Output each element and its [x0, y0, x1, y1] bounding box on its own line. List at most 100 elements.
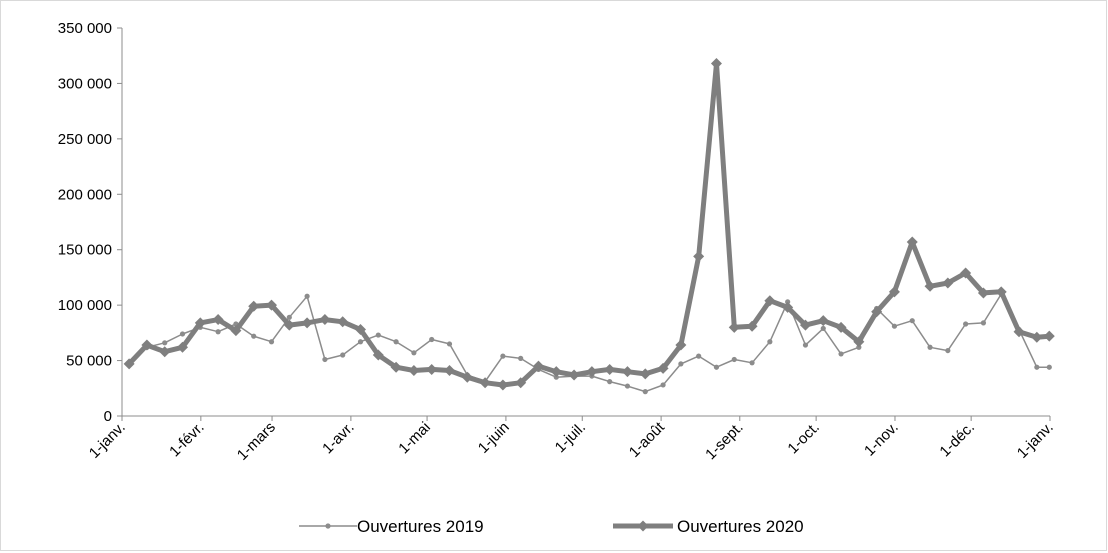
data-point [230, 325, 242, 337]
x-tick-label: 1-nov. [861, 419, 902, 460]
data-point [891, 323, 898, 329]
x-tick-label: 1-sept. [702, 419, 746, 463]
x-tick-label: 1-janv. [86, 419, 129, 462]
x-tick-label: 1-juil. [552, 419, 589, 456]
data-point [624, 383, 631, 389]
legend: Ouvertures 2019 Ouvertures 2020 [299, 517, 804, 536]
data-point [764, 295, 776, 307]
data-point [372, 349, 384, 361]
y-tick-label: 150 000 [58, 242, 112, 259]
x-tick-label: 1-avr. [319, 419, 358, 458]
data-point [1013, 326, 1025, 338]
data-point [960, 267, 972, 279]
data-point [337, 316, 349, 328]
data-point [248, 300, 260, 312]
data-point [443, 365, 455, 377]
data-point [322, 356, 328, 363]
legend-marker [637, 520, 649, 532]
data-point [354, 324, 366, 336]
data-point [1043, 330, 1055, 342]
data-point [728, 321, 740, 333]
y-tick-label: 350 000 [58, 20, 112, 37]
data-point [927, 344, 933, 350]
x-tick-label: 1-janv. [1014, 419, 1057, 462]
data-point [304, 293, 310, 299]
data-point [194, 317, 206, 329]
x-tick-label: 1-mars [234, 419, 279, 464]
series-2 [123, 57, 1055, 391]
data-point [657, 362, 669, 374]
axes [117, 27, 1051, 421]
legend-item: Ouvertures 2020 [613, 517, 804, 536]
data-point [838, 351, 844, 357]
data-point [340, 352, 346, 358]
data-point [924, 280, 936, 292]
data-point [411, 350, 417, 356]
x-tick-label: 1-déc. [936, 419, 978, 461]
legend-marker [325, 523, 331, 529]
data-point [408, 365, 420, 377]
data-point [675, 339, 687, 351]
data-point [159, 346, 171, 358]
data-point [179, 331, 186, 337]
data-point [820, 325, 826, 332]
data-point [568, 369, 580, 381]
data-point [266, 299, 278, 311]
x-axis-tick-labels: 1-janv. 1-févr. 1-mars 1-avr. 1-mai 1-juin 1-j… [86, 418, 1057, 464]
data-point [461, 371, 473, 383]
y-tick-label: 250 000 [58, 131, 112, 148]
data-point [710, 57, 722, 69]
legend-label: Ouvertures 2020 [677, 517, 804, 536]
data-point [268, 339, 275, 345]
data-point [518, 355, 524, 361]
data-point [977, 287, 989, 299]
data-point [888, 286, 900, 298]
legend-label: Ouvertures 2019 [357, 517, 484, 536]
data-point [1046, 364, 1052, 370]
data-point [515, 377, 527, 389]
data-point [853, 336, 865, 348]
data-point [696, 353, 702, 359]
data-point [817, 315, 829, 327]
data-point [785, 299, 791, 305]
data-point [1031, 331, 1043, 343]
data-point [909, 318, 915, 324]
data-point [731, 356, 737, 363]
data-point [123, 358, 135, 370]
y-tick-label: 300 000 [58, 75, 112, 92]
data-point [980, 320, 987, 326]
data-point [871, 306, 883, 318]
data-point [782, 301, 794, 313]
x-tick-label: 1-août [626, 418, 669, 461]
data-point [713, 364, 720, 370]
data-point [607, 379, 613, 385]
data-point [678, 361, 684, 367]
data-point [604, 363, 616, 375]
data-point [301, 317, 313, 329]
data-point [215, 329, 221, 335]
data-point [746, 320, 758, 332]
data-point [749, 360, 755, 366]
data-point [802, 342, 809, 348]
series-layer [123, 57, 1055, 395]
data-point [177, 341, 189, 353]
data-point [357, 339, 364, 345]
data-point [799, 319, 811, 331]
x-tick-label: 1-mai [395, 419, 434, 458]
data-point [393, 339, 399, 345]
data-point [283, 319, 295, 331]
y-tick-label: 0 [104, 408, 112, 425]
data-point [553, 374, 559, 380]
data-point [429, 336, 435, 343]
data-point [446, 341, 453, 347]
data-point [500, 353, 506, 359]
data-point [426, 363, 438, 375]
data-point [642, 389, 648, 395]
series-line [128, 293, 1051, 393]
data-point [319, 314, 331, 326]
data-point [550, 366, 562, 378]
data-point [660, 382, 666, 388]
data-point [693, 250, 705, 262]
